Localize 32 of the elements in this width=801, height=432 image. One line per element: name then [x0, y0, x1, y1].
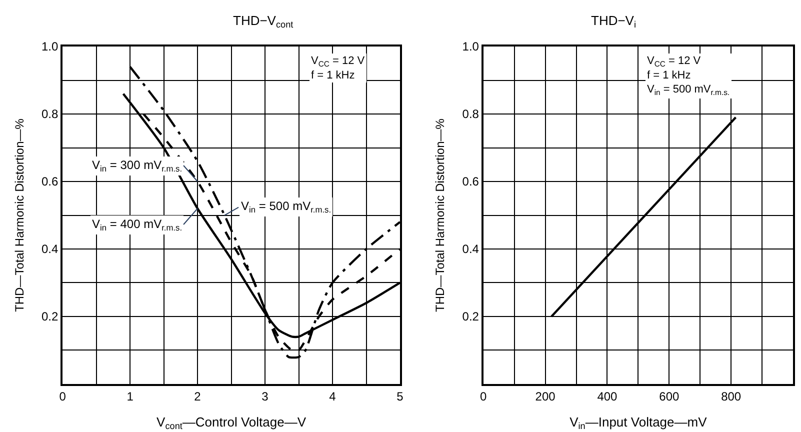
y-axis-title: THD—Total Harmonic Distortion—% — [12, 118, 26, 312]
x-tick-label: 0 — [59, 389, 66, 404]
y-tick-label: 0.6 — [41, 174, 58, 189]
x-tick-label: 400 — [597, 389, 618, 404]
y-tick-label: 0.2 — [462, 310, 480, 324]
y-tick-label: 0.8 — [462, 107, 480, 122]
annotation: V$_{CC}$ = 12 V f = 1 kHz V$_{in}$ = 500 mV$_{r.m.s.}$ — [647, 55, 730, 97]
y-tick-label: 0.2 — [41, 310, 58, 324]
x-axis-title: V$_{cont}$—Control Voltage—V — [156, 414, 306, 432]
chart-title: THD−V$_{cont}$ — [233, 13, 294, 30]
y-tick-label: 1.0 — [41, 40, 58, 54]
y-tick-label: 0.8 — [41, 107, 58, 122]
x-tick-label: 200 — [535, 389, 556, 404]
x-tick-label: 4 — [329, 389, 336, 404]
x-tick-label: 3 — [262, 389, 269, 404]
y-tick-label: 1.0 — [462, 40, 480, 54]
x-tick-label: 2 — [194, 389, 202, 404]
y-axis-title: THD—Total Harmonic Distortion—% — [433, 118, 448, 312]
y-tick-label: 0.6 — [462, 174, 480, 189]
x-tick-label: 0 — [480, 389, 488, 404]
x-tick-label: 600 — [659, 389, 680, 404]
y-tick-label: 0.4 — [462, 242, 480, 256]
x-tick-label: 800 — [721, 389, 742, 404]
y-tick-label: 0.4 — [41, 242, 58, 256]
series-label: V$_{in}$ = 400 mV$_{r.m.s.}$ — [92, 217, 182, 233]
x-tick-label: 5 — [396, 389, 404, 404]
annotation: V$_{CC}$ = 12 V f = 1 kHz — [311, 55, 366, 82]
chart-title: THD−V$_{i}$ — [591, 13, 636, 30]
series-label: V$_{in}$ = 500 mV$_{r.m.s.}$ — [241, 199, 332, 215]
series-label: V$_{in}$ = 300 mV$_{r.m.s.}$ — [92, 158, 182, 174]
x-tick-label: 1 — [126, 389, 134, 404]
x-axis-title: V$_{in}$—Input Voltage—mV — [570, 414, 708, 432]
